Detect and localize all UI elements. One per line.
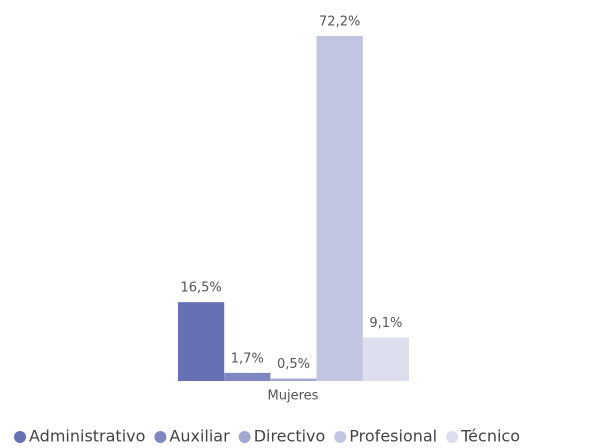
legend-marker [446,431,459,443]
bar [270,378,317,381]
legend-label: Auxiliar [169,427,230,446]
legend-marker [334,431,347,443]
legend-label: Profesional [349,427,437,446]
data-label: 9,1% [369,316,402,331]
legend-label: Directivo [254,427,326,446]
category-label: Mujeres [268,389,319,404]
data-label: 72,2% [319,15,360,30]
data-label: 0,5% [277,357,310,372]
legend-marker [154,431,167,443]
legend-marker [14,431,26,443]
legend-label: Técnico [460,427,520,446]
bar [316,36,363,381]
data-label: 1,7% [231,351,264,366]
bar [178,302,225,381]
legend-label: Administrativo [29,427,145,446]
legend-marker [238,431,251,443]
bar [224,372,271,381]
data-label: 16,5% [180,281,221,296]
bar [362,337,409,381]
